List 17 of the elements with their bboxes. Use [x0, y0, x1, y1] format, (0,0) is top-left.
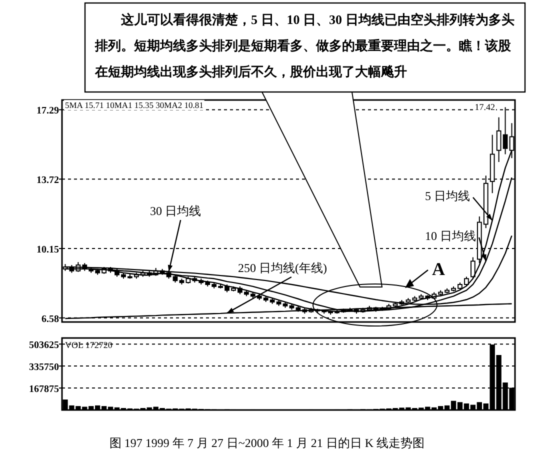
annotation: A	[432, 259, 445, 279]
y-tick-label: 503625	[29, 340, 59, 352]
legend-label: 10 日均线	[425, 229, 476, 243]
caption: 图 197 1999 年 7 月 27 日~2000 年 1 月 21 日的日 K 线走势图	[109, 436, 425, 450]
text: 30 日均线	[150, 204, 201, 218]
text: 5 日均线	[425, 189, 470, 203]
annotation: 5MA 15.71 10MA1 15.35 30MA2 10.81	[65, 100, 204, 110]
text: 这儿可以看得很清楚，5 日、10 日、30 日均线已由空头排列转为多头排列。短期均线多头排列是短期看多、做多的最重要理由之一。瞧！该股在短期均线出现多头排列后不久，股价出现了大幅飚升	[94, 12, 514, 79]
annotation: 17.42	[474, 102, 495, 112]
y-tick-label: 17.29	[36, 106, 59, 117]
y-tick-label: 6.58	[42, 314, 59, 325]
y-tick-label: 167875	[29, 384, 59, 396]
y-tick-label: 13.72	[36, 175, 59, 186]
annotation: VOL 172720	[65, 340, 113, 350]
text: 250 日均线(年线)	[238, 261, 327, 275]
y-tick-label: 335750	[29, 362, 59, 374]
y-tick-label: 10.15	[36, 244, 59, 256]
